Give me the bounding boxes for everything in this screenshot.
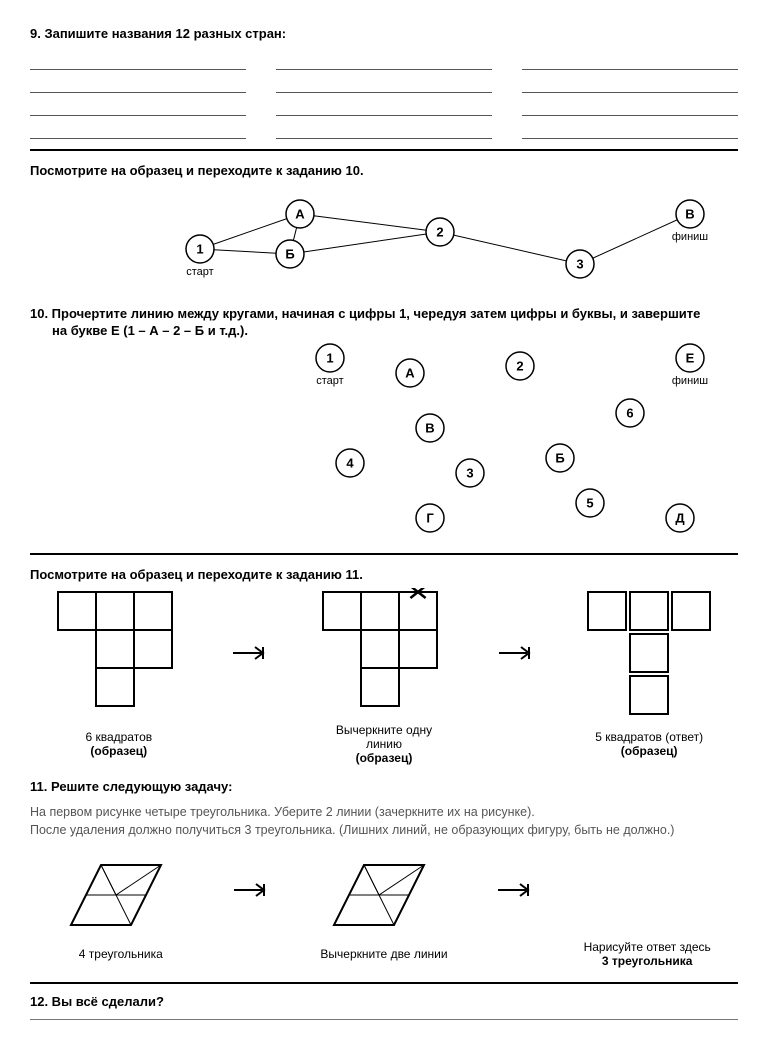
arrow-icon (231, 643, 271, 663)
arrow-icon (497, 643, 537, 663)
svg-text:В: В (425, 421, 434, 436)
svg-text:3: 3 (576, 257, 583, 272)
squares-sample-a (54, 588, 184, 718)
q9-answer-lines (30, 51, 738, 139)
q11-title: 11. Решите следующую задачу: (30, 779, 738, 794)
svg-text:2: 2 (436, 225, 443, 240)
cap-a: 6 квадратов(образец) (54, 730, 184, 758)
svg-text:финиш: финиш (672, 375, 708, 387)
q10-title: 10. Прочертите линию между кругами, начи… (30, 306, 738, 321)
svg-text:6: 6 (626, 406, 633, 421)
svg-text:А: А (295, 207, 305, 222)
squares-sample-c (584, 588, 714, 718)
q12-title: 12. Вы всё сделали? (30, 994, 738, 1009)
sample10-diagram: 1 старт А Б 2 3 Вфиниш (30, 184, 738, 294)
svg-text:А: А (405, 366, 415, 381)
sample11-intro: Посмотрите на образец и переходите к зад… (30, 567, 738, 582)
arrow-icon (232, 880, 272, 900)
svg-text:Д: Д (675, 511, 685, 526)
cap-t3: Нарисуйте ответ здесь3 треугольника (577, 940, 717, 968)
svg-text:Г: Г (426, 511, 434, 526)
cap-b: Вычеркните одну линию(образец) (319, 723, 449, 765)
triangles-a (51, 845, 191, 935)
cap-c: 5 квадратов (ответ)(образец) (584, 730, 714, 758)
svg-text:финиш: финиш (672, 231, 708, 243)
divider-thin (30, 1019, 738, 1020)
triangles-answer-space[interactable] (577, 847, 717, 937)
svg-text:5: 5 (586, 496, 593, 511)
cap-t1: 4 треугольника (51, 947, 191, 961)
arrow-icon (496, 880, 536, 900)
squares-sample-b (319, 588, 449, 718)
sample10-intro: Посмотрите на образец и переходите к зад… (30, 163, 738, 178)
svg-text:1: 1 (196, 242, 203, 257)
q10-title2: на букве Е (1 – А – 2 – Б и т.д.). (52, 323, 738, 338)
svg-text:старт: старт (316, 375, 343, 387)
divider (30, 982, 738, 984)
svg-text:Е: Е (686, 351, 695, 366)
sample11-row (30, 588, 738, 721)
triangles-b[interactable] (314, 845, 454, 935)
cap-t2: Вычеркните две линии (314, 947, 454, 961)
svg-text:3: 3 (466, 466, 473, 481)
svg-text:4: 4 (346, 456, 354, 471)
svg-text:Б: Б (285, 247, 294, 262)
svg-text:В: В (685, 207, 694, 222)
divider (30, 149, 738, 151)
divider (30, 553, 738, 555)
q11-body: На первом рисунке четыре треугольника. У… (30, 804, 738, 839)
svg-text:1: 1 (326, 351, 333, 366)
svg-text:2: 2 (516, 359, 523, 374)
q9-title: 9. Запишите названия 12 разных стран: (30, 26, 738, 41)
q10-diagram[interactable]: 1 старт А 2 Ефиниш 6 В 4 3 Б 5 Г Д (30, 338, 738, 543)
q11-row (30, 845, 738, 938)
svg-text:старт: старт (186, 266, 213, 278)
svg-text:Б: Б (555, 451, 564, 466)
